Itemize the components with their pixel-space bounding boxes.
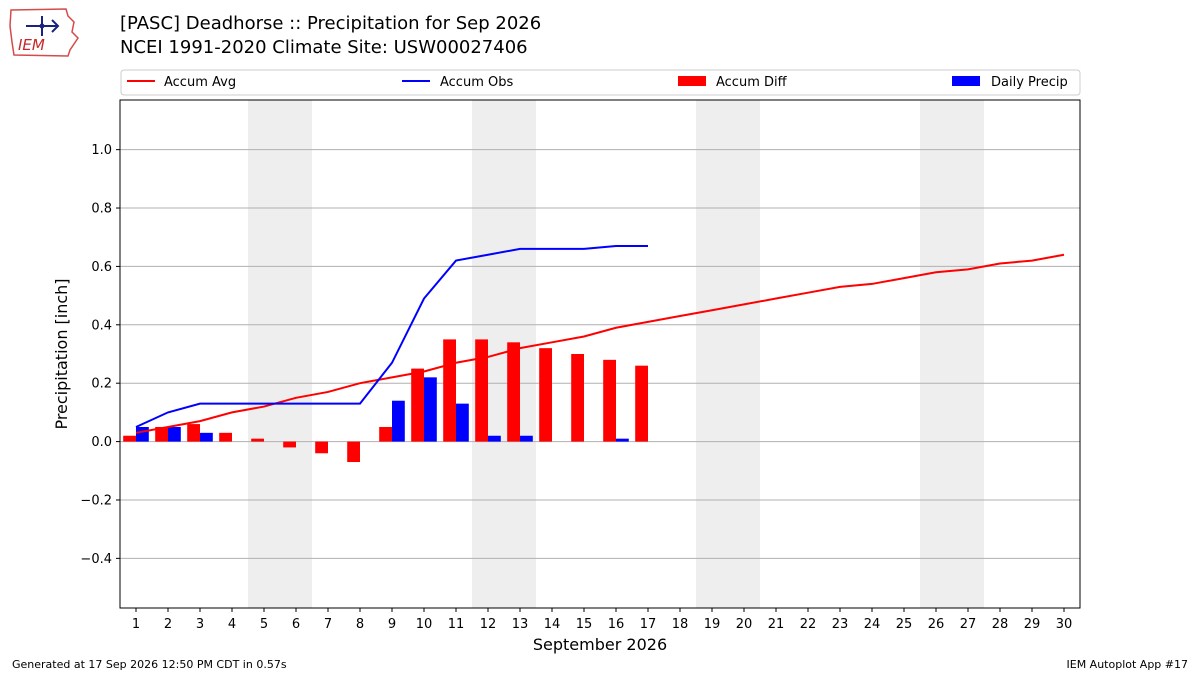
x-tick-label: 9 bbox=[388, 617, 396, 632]
y-axis-label: Precipitation [inch] bbox=[52, 278, 71, 429]
accum-diff-bar bbox=[187, 424, 200, 442]
accum-diff-bar bbox=[155, 426, 168, 442]
accum-diff-bar bbox=[507, 342, 520, 442]
y-tick-label: 0.4 bbox=[91, 318, 112, 333]
x-tick-label: 24 bbox=[864, 617, 881, 632]
accum-diff-bar bbox=[283, 441, 296, 448]
lines bbox=[135, 244, 1065, 434]
weekend-shade-1 bbox=[248, 100, 312, 608]
y-tick-label: 0.6 bbox=[91, 260, 112, 275]
daily-precip-bar bbox=[168, 426, 181, 442]
iowa-outline-icon bbox=[9, 8, 79, 57]
weekend-shade-3 bbox=[696, 100, 760, 608]
bars bbox=[123, 339, 648, 463]
daily-precip-bar bbox=[424, 377, 437, 442]
weekend-shade-4 bbox=[920, 100, 984, 608]
x-tick-label: 17 bbox=[640, 617, 657, 632]
accum-diff-bar bbox=[123, 435, 136, 442]
daily-precip-bar bbox=[392, 400, 405, 442]
x-tick-label: 5 bbox=[260, 617, 268, 632]
accum-obs-line bbox=[135, 244, 648, 428]
chart-subtitle: NCEI 1991-2020 Climate Site: USW00027406 bbox=[120, 37, 528, 58]
x-tick-label: 13 bbox=[512, 617, 529, 632]
x-tick-label: 25 bbox=[896, 617, 913, 632]
daily-precip-bar bbox=[520, 435, 533, 442]
x-tick-label: 6 bbox=[292, 617, 300, 632]
x-tick-label: 23 bbox=[832, 617, 849, 632]
footer-app: IEM Autoplot App #17 bbox=[1066, 658, 1189, 671]
daily-precip-bar bbox=[456, 403, 469, 442]
accum-diff-bar bbox=[411, 368, 424, 442]
x-tick-label: 18 bbox=[672, 617, 689, 632]
footer-generated: Generated at 17 Sep 2026 12:50 PM CDT in… bbox=[12, 658, 287, 671]
plot-frame bbox=[119, 99, 1081, 609]
x-tick-label: 15 bbox=[576, 617, 593, 632]
y-tick-label: 0.2 bbox=[91, 377, 112, 392]
accum-diff-bar bbox=[219, 432, 232, 442]
accum-diff-bar bbox=[603, 359, 616, 442]
x-tick-label: 3 bbox=[196, 617, 204, 632]
x-tick-label: 28 bbox=[992, 617, 1009, 632]
x-tick-label: 21 bbox=[768, 617, 785, 632]
y-tick-label: −0.4 bbox=[80, 552, 112, 567]
x-tick-label: 2 bbox=[164, 617, 172, 632]
daily-precip-bar bbox=[200, 432, 213, 442]
accum-avg-line bbox=[135, 253, 1065, 434]
accum-diff-bar bbox=[443, 339, 456, 442]
y-axis-ticks: −0.4 −0.2 0.0 0.2 0.4 0.6 0.8 1.0 bbox=[80, 143, 120, 567]
x-tick-label: 4 bbox=[228, 617, 236, 632]
accum-diff-bar bbox=[347, 441, 360, 463]
weekend-shading bbox=[248, 100, 984, 608]
accum-diff-bar bbox=[571, 354, 584, 442]
y-tick-label: −0.2 bbox=[80, 493, 112, 508]
legend: Accum Avg Accum Obs Accum Diff Daily Pre… bbox=[120, 69, 1081, 96]
x-tick-label: 12 bbox=[480, 617, 497, 632]
x-tick-label: 11 bbox=[448, 617, 465, 632]
legend-label-accum-diff: Accum Diff bbox=[716, 75, 788, 90]
legend-label-accum-obs: Accum Obs bbox=[440, 75, 513, 90]
x-tick-label: 22 bbox=[800, 617, 817, 632]
y-tick-label: 0.0 bbox=[91, 435, 112, 450]
accum-diff-bar bbox=[251, 438, 264, 442]
daily-precip-bar bbox=[136, 426, 149, 442]
x-tick-label: 10 bbox=[416, 617, 433, 632]
x-tick-label: 26 bbox=[928, 617, 945, 632]
legend-swatch-daily-precip bbox=[952, 76, 980, 86]
x-tick-label: 29 bbox=[1024, 617, 1041, 632]
x-tick-label: 1 bbox=[132, 617, 140, 632]
y-tick-label: 0.8 bbox=[91, 202, 112, 217]
iem-logo: IEM bbox=[9, 8, 79, 57]
x-tick-label: 19 bbox=[704, 617, 721, 632]
x-axis-label: September 2026 bbox=[533, 635, 667, 654]
legend-frame bbox=[120, 69, 1081, 96]
legend-label-daily-precip: Daily Precip bbox=[991, 75, 1068, 90]
x-tick-label: 16 bbox=[608, 617, 625, 632]
grid-lines bbox=[120, 149, 1080, 559]
y-tick-label: 1.0 bbox=[91, 143, 112, 158]
legend-label-accum-avg: Accum Avg bbox=[164, 75, 236, 90]
x-tick-label: 8 bbox=[356, 617, 364, 632]
daily-precip-bar bbox=[616, 438, 629, 442]
accum-diff-bar bbox=[539, 348, 552, 442]
accum-diff-bar bbox=[635, 365, 648, 442]
accum-diff-bar bbox=[379, 426, 392, 442]
legend-swatch-accum-diff bbox=[678, 76, 706, 86]
chart-title: [PASC] Deadhorse :: Precipitation for Se… bbox=[120, 13, 542, 34]
daily-precip-bar bbox=[488, 435, 501, 442]
x-tick-label: 14 bbox=[544, 617, 561, 632]
accum-diff-bar bbox=[315, 441, 328, 454]
logo-text: IEM bbox=[18, 36, 45, 54]
x-tick-label: 7 bbox=[324, 617, 332, 632]
accum-diff-bar bbox=[475, 339, 488, 442]
x-tick-label: 30 bbox=[1056, 617, 1073, 632]
x-tick-label: 27 bbox=[960, 617, 977, 632]
x-axis-ticks: 1 2 3 4 5 6 7 8 9 10 11 12 13 14 15 16 17 18 19 20 21 22 23 24 2… bbox=[132, 608, 1072, 632]
x-tick-label: 20 bbox=[736, 617, 753, 632]
